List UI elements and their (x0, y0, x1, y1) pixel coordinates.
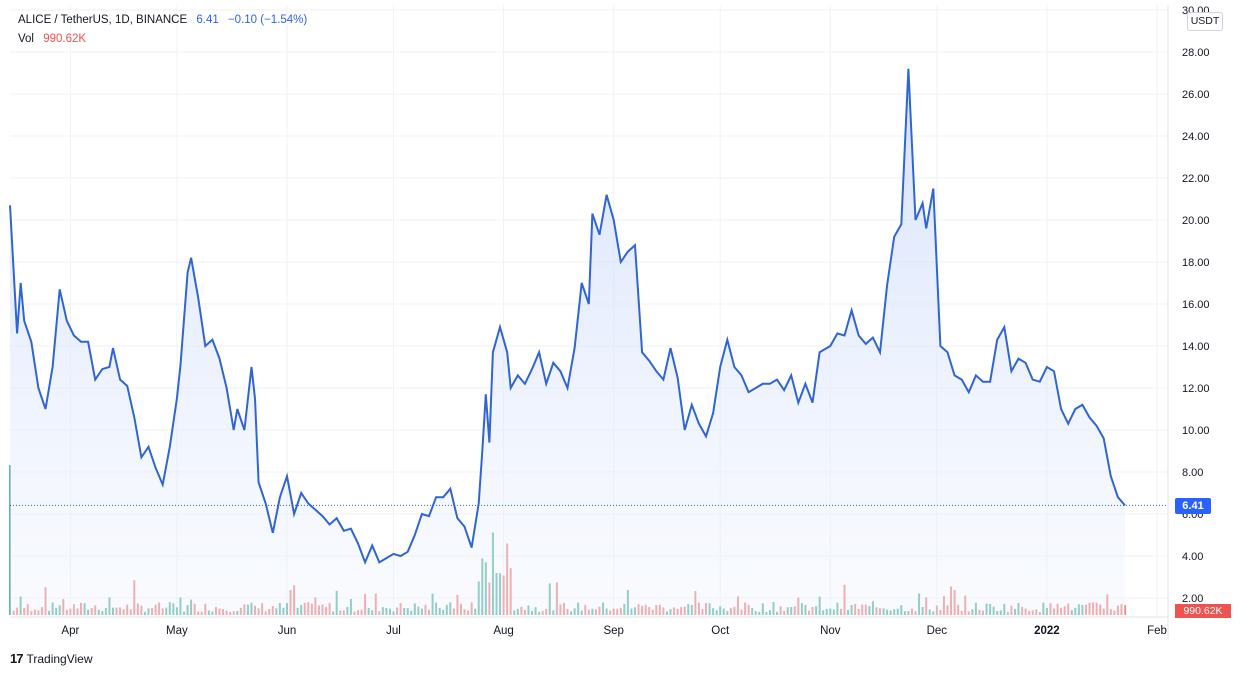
x-tick-label: Dec (927, 625, 948, 637)
price-line (9, 68, 1126, 565)
y-tick-label: 28.00 (1182, 47, 1210, 59)
y-tick-label: 22.00 (1182, 173, 1210, 185)
y-tick-label: 20.00 (1182, 215, 1210, 227)
y-tick-label: 10.00 (1182, 425, 1210, 437)
volume-badge: 990.62K (1175, 604, 1231, 618)
tradingview-brand[interactable]: 17 TradingView (10, 651, 93, 666)
symbol-label: ALICE / TetherUS, 1D, BINANCE (18, 14, 188, 26)
x-tick-label: Jul (386, 625, 401, 637)
x-tick-label: Nov (820, 625, 841, 637)
x-tick-label: Apr (61, 625, 79, 637)
price-change: −0.10 (−1.54%) (227, 14, 308, 26)
x-tick-label: Feb (1147, 625, 1167, 637)
x-tick-label: Sep (603, 625, 623, 637)
tradingview-logo-icon: 17 (10, 651, 24, 666)
x-tick-label: Oct (711, 625, 730, 637)
price-axis: 30.0028.0026.0024.0022.0020.0018.0016.00… (1167, 5, 1210, 639)
volume-legend: Vol 990.62K (18, 33, 86, 45)
y-tick-label: 12.00 (1182, 383, 1210, 395)
x-tick-label: Jun (278, 625, 297, 637)
last-price-badge: 6.41 (1175, 498, 1211, 514)
x-tick-label: Aug (493, 625, 513, 637)
y-tick-label: 8.00 (1182, 467, 1203, 479)
price-area-fill (10, 68, 1125, 616)
y-tick-label: 4.00 (1182, 551, 1203, 563)
y-tick-label: 18.00 (1182, 257, 1210, 269)
volume-label: Vol (18, 33, 34, 45)
volume-bar (1124, 605, 1127, 615)
x-tick-label: May (166, 625, 188, 637)
y-tick-label: 14.00 (1182, 341, 1210, 353)
y-tick-label: 26.00 (1182, 89, 1210, 101)
volume-value: 990.62K (43, 33, 87, 45)
y-tick-label: 24.00 (1182, 131, 1210, 143)
time-axis: Apr May Jun Jul Aug Sep Oct Nov Dec 2022 Feb (61, 625, 1166, 637)
x-tick-label: 2022 (1034, 625, 1060, 637)
currency-unit-button[interactable]: USDT (1187, 12, 1223, 31)
symbol-legend: ALICE / TetherUS, 1D, BINANCE 6.41 −0.10… (18, 14, 307, 26)
y-tick-label: 2.00 (1182, 593, 1203, 605)
y-tick-label: 16.00 (1182, 299, 1210, 311)
brand-name: TradingView (26, 651, 93, 666)
last-price-value: 6.41 (196, 14, 219, 26)
